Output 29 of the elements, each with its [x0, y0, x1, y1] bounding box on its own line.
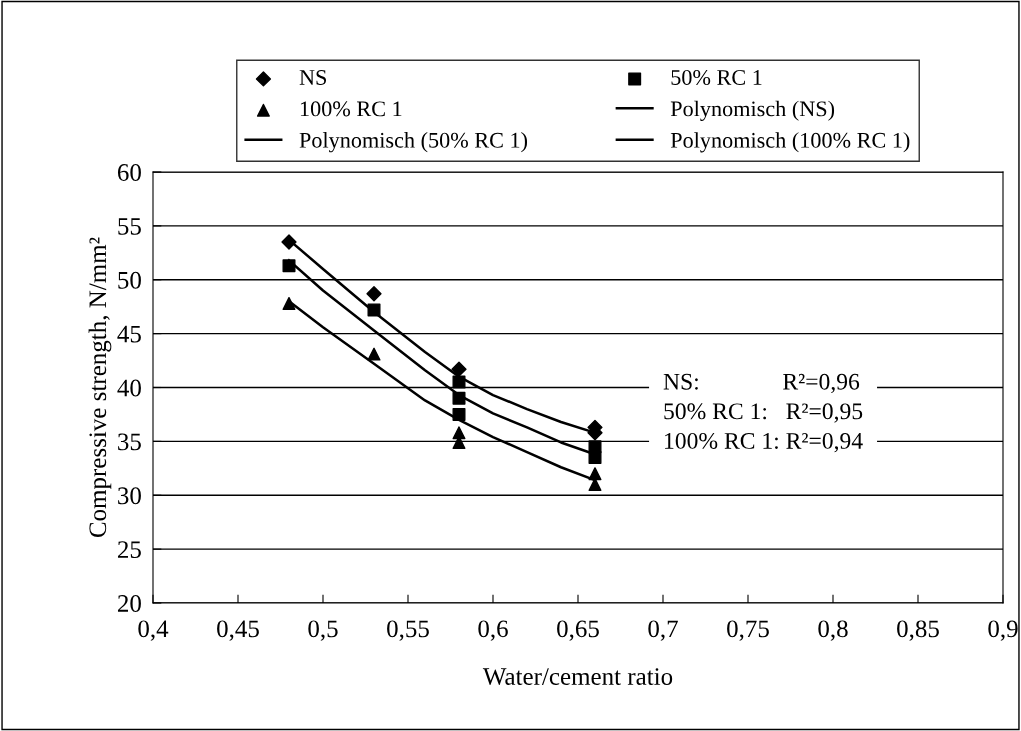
- legend-label: 100% RC 1: [300, 101, 402, 117]
- y-tick-label: 25: [117, 541, 141, 559]
- y-tick-label: 45: [117, 325, 141, 343]
- x-tick-label: 0,4: [138, 620, 169, 641]
- y-tick-label: 50: [118, 271, 141, 289]
- y-tick-label: 30: [118, 487, 141, 505]
- legend-label: NS: [299, 70, 327, 85]
- x-tick-label: 0,5: [308, 620, 338, 641]
- x-tick-label: 0,55: [387, 620, 429, 641]
- x-tick-label: 0,8: [818, 620, 848, 641]
- x-tick-label: 0,75: [727, 620, 769, 641]
- x-axis-title: Water/cement ratio: [482, 668, 673, 686]
- x-tick-label: 0,7: [648, 620, 678, 641]
- y-tick-label: 35: [118, 433, 141, 451]
- y-tick-label: 40: [117, 379, 141, 397]
- legend-label: Polynomisch (100% RC 1): [670, 132, 910, 153]
- x-tick-label: 0,9: [988, 620, 1018, 641]
- x-tick-label: 0,6: [478, 620, 508, 641]
- y-tick-label: 60: [117, 164, 141, 181]
- annotation: NS: R²=0,96 50% RC 1: R²=0,95 100% RC 1: R²=0,94: [663, 373, 863, 453]
- x-tick-label: 0,65: [557, 620, 599, 641]
- x-tick-label: 0,85: [897, 620, 939, 641]
- legend-label: Polynomisch (NS): [670, 100, 835, 121]
- legend-label: 50% RC 1: [671, 69, 762, 86]
- y-axis-title: Compressive strength, N/mm²: [88, 237, 112, 538]
- y-tick-label: 20: [117, 595, 141, 612]
- legend-label: Polynomisch (50% RC 1): [299, 132, 528, 153]
- x-tick-label: 0,45: [217, 620, 259, 641]
- y-tick-label: 55: [118, 218, 141, 235]
